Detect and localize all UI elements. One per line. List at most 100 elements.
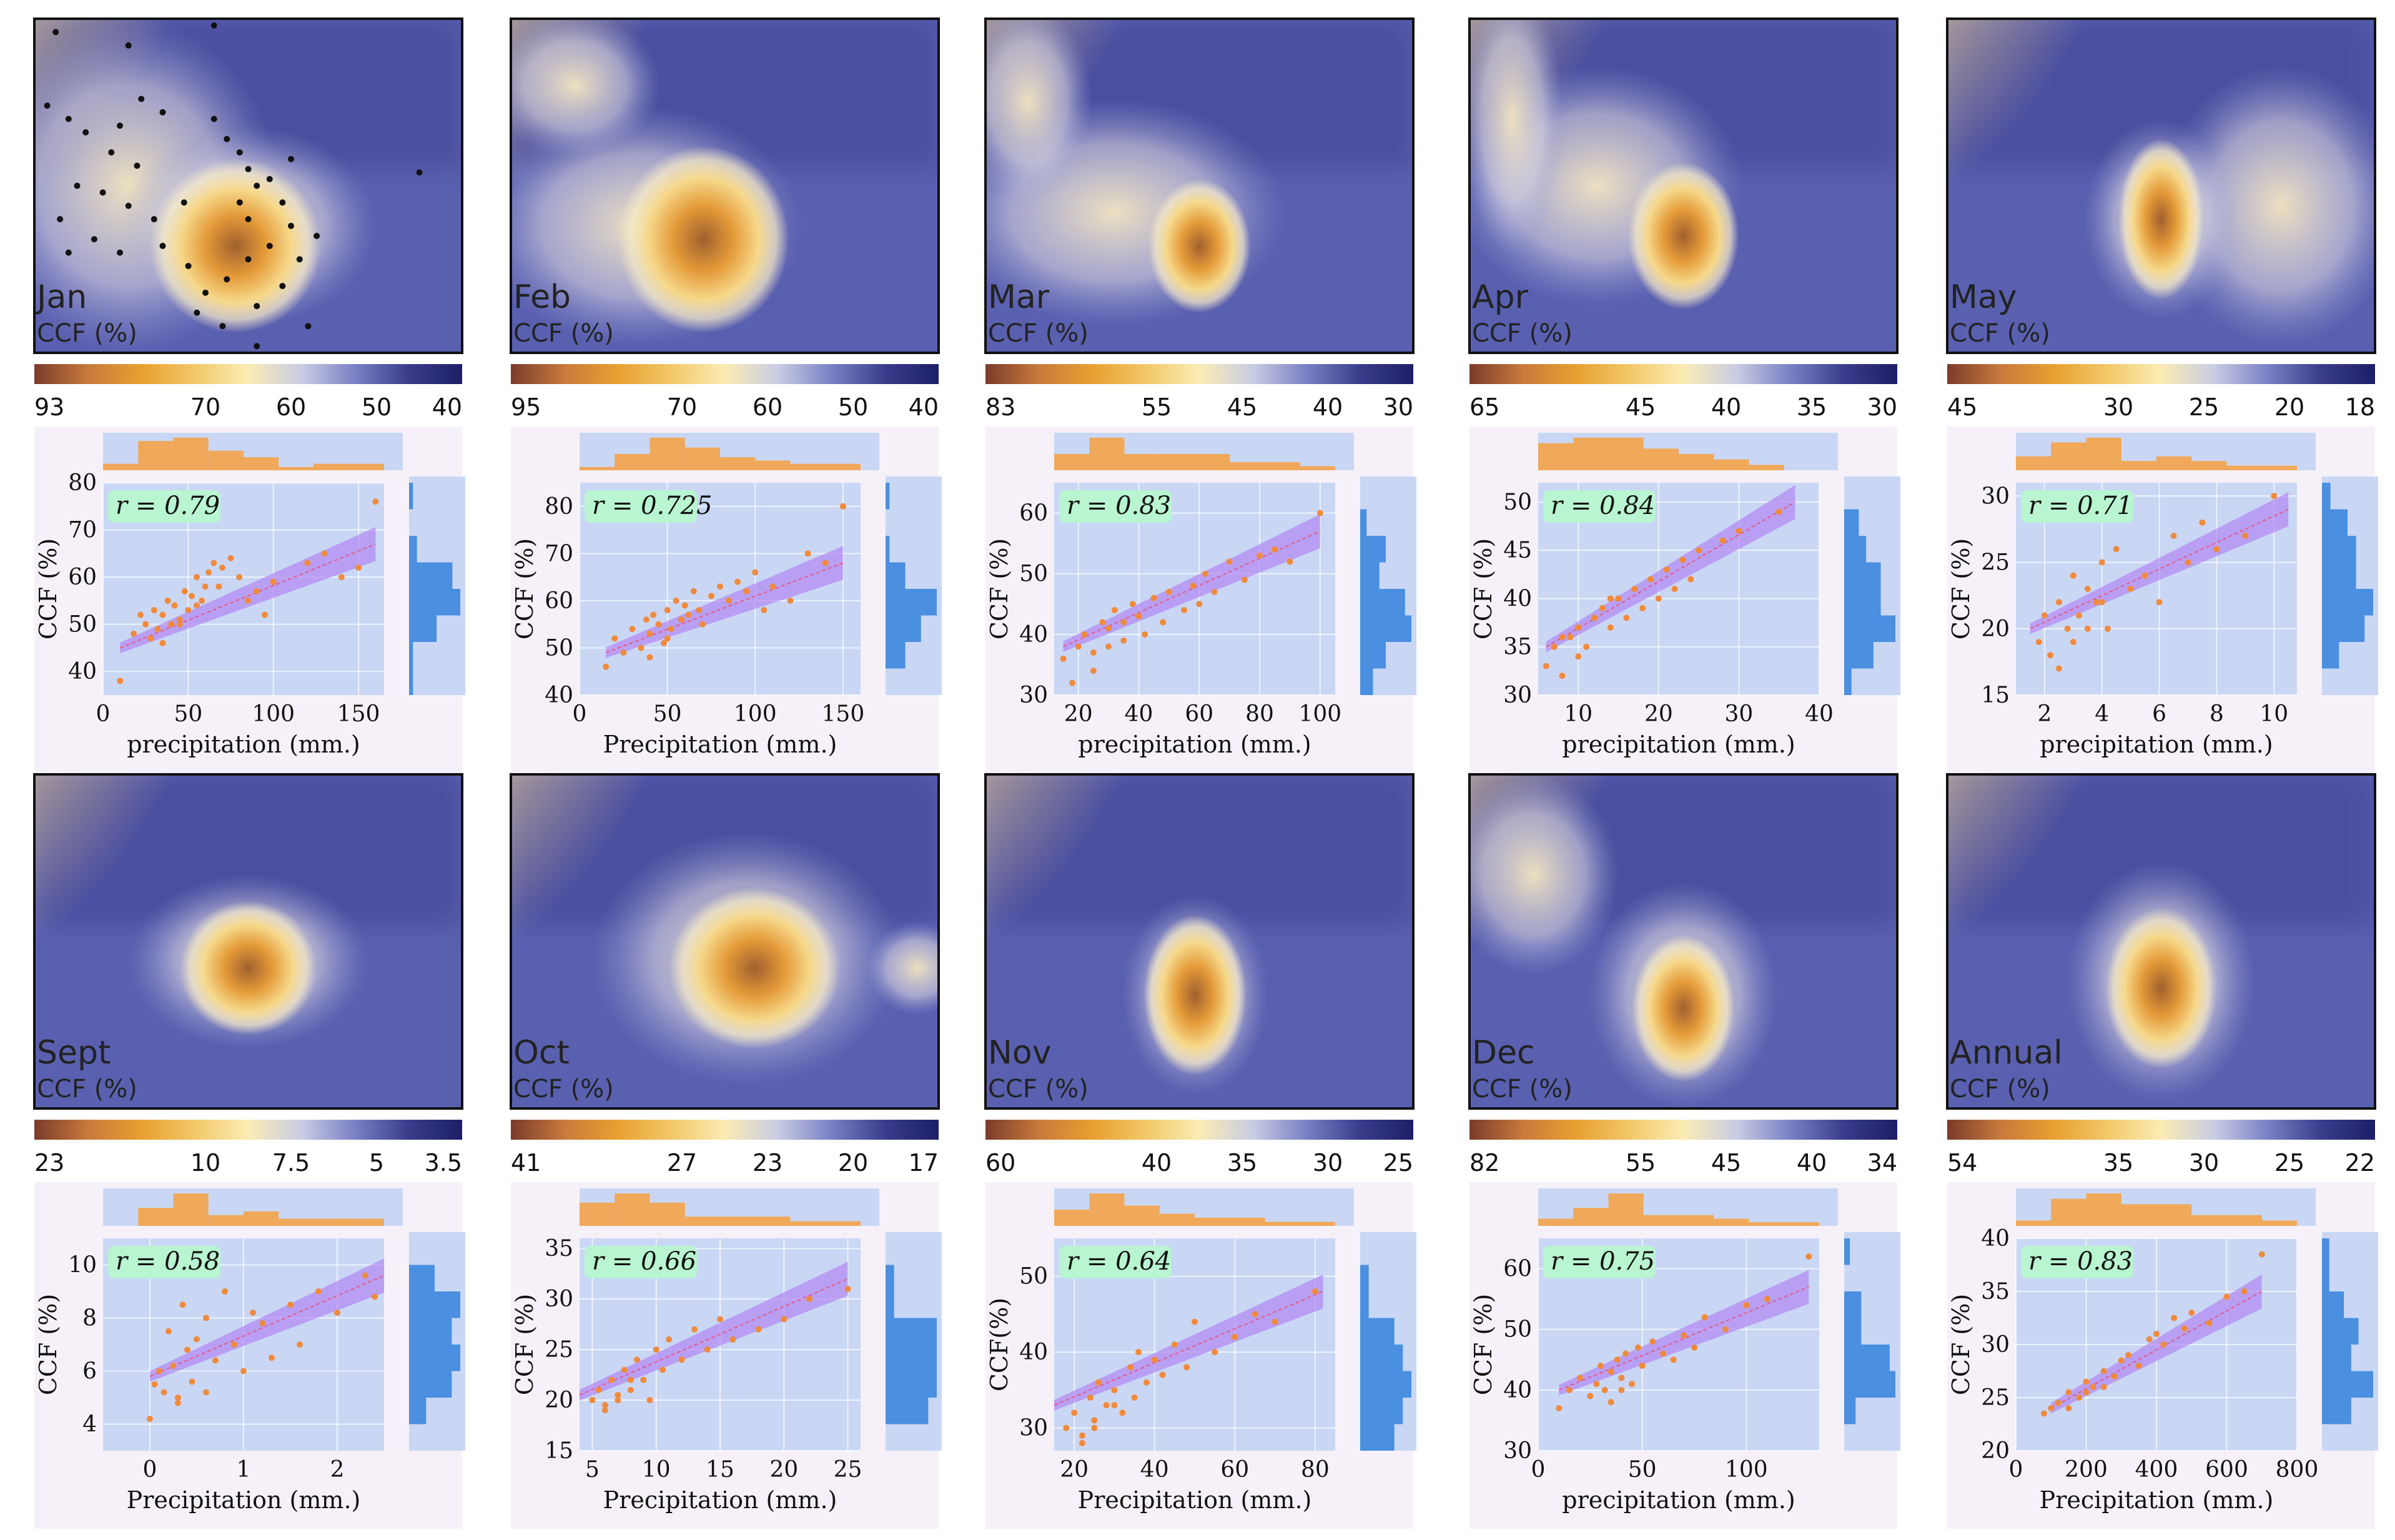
map-ccf-label: CCF (%)	[1950, 319, 2050, 348]
scatter-point	[1543, 663, 1549, 669]
y-histogram-bar	[1360, 589, 1405, 616]
y-histogram-bar	[1844, 562, 1881, 589]
x-axis-label: Precipitation (mm.)	[1078, 1486, 1312, 1514]
x-histogram-bar	[1124, 454, 1160, 470]
scatter-point	[1566, 1386, 1573, 1393]
scatter-point	[690, 588, 697, 595]
colorbar-tick-label: 20	[2274, 393, 2304, 421]
y-axis-label: CCF (%)	[34, 1294, 62, 1395]
colorbar-tick-label: 30	[2103, 393, 2133, 421]
r-value-label: r = 0.84	[1551, 491, 1655, 520]
scatter-point	[1105, 625, 1112, 632]
scatter-point	[1647, 576, 1654, 583]
station-point	[210, 22, 217, 29]
scatter-point	[154, 626, 161, 633]
scatter-point	[184, 1346, 190, 1353]
x-histogram-bar	[684, 447, 720, 470]
y-tick-label: 15	[1981, 683, 2010, 708]
colorbar-tick-label: 50	[838, 393, 868, 421]
x-histogram-bar	[1195, 1218, 1230, 1226]
colorbar-tick-label: 45	[1227, 393, 1257, 421]
scatter-point	[1679, 556, 1686, 563]
y-tick-label: 40	[1019, 622, 1048, 648]
ccf-hotspot	[179, 901, 317, 1035]
scatter-point	[743, 588, 750, 595]
y-axis-label: CCF (%)	[1469, 538, 1497, 639]
colorbar-tick-label: 27	[667, 1149, 697, 1177]
colorbar-tick-label: 82	[1469, 1149, 1499, 1177]
x-tick-label: 10	[1564, 701, 1593, 727]
scatter-point	[2118, 1357, 2125, 1364]
scatter-point	[1639, 1363, 1646, 1369]
scatter-point	[2127, 586, 2134, 592]
y-histogram-bar	[1360, 509, 1367, 536]
scatter-point	[787, 597, 794, 604]
scatter-point	[222, 1288, 228, 1295]
scatter-point	[2084, 625, 2091, 632]
scatter-point	[1631, 586, 1638, 592]
scatter-point	[170, 1363, 177, 1369]
ccf-hotspot	[1627, 162, 1739, 310]
station-point	[194, 309, 200, 316]
scatter-point	[1183, 1364, 1190, 1371]
y-histogram-bar	[1844, 1398, 1856, 1424]
scatter-point	[219, 565, 225, 571]
r-value-label: r = 0.83	[1067, 491, 1171, 520]
y-histogram-bar	[1844, 642, 1874, 669]
x-tick-label: 60	[1220, 1457, 1249, 1483]
x-tick-label: 100	[734, 701, 777, 727]
x-histogram-bar	[348, 463, 384, 470]
station-point	[134, 162, 141, 169]
scatter-point	[1190, 583, 1197, 590]
x-tick-label: 40	[1805, 701, 1834, 727]
ccf-map	[1469, 774, 1897, 1108]
x-histogram-bar	[208, 450, 244, 470]
station-point	[202, 289, 209, 296]
scatter-point	[629, 626, 636, 633]
scatter-point	[666, 1336, 673, 1343]
y-tick-label: 25	[1981, 1385, 2010, 1411]
r-value-label: r = 0.58	[116, 1247, 220, 1276]
scatter-point	[691, 1326, 698, 1333]
scatter-point	[1597, 1363, 1604, 1369]
colorbar	[1947, 1120, 2375, 1140]
x-histogram-bar	[1749, 1222, 1784, 1226]
scatter-point	[253, 588, 260, 595]
map-ccf-label: CCF (%)	[37, 319, 137, 348]
x-histogram-bar	[1679, 454, 1714, 470]
colorbar-tick-label: 23	[34, 1149, 64, 1177]
scatter-point	[2064, 625, 2071, 632]
x-histogram-bar	[1714, 1218, 1749, 1226]
y-tick-label: 60	[1019, 501, 1048, 526]
x-histogram-bar	[2156, 1204, 2192, 1226]
scatter-point	[2076, 612, 2083, 619]
scatter-point	[2100, 1384, 2107, 1390]
scatter-point	[1159, 1371, 1166, 1378]
scatter-point	[1618, 1375, 1625, 1381]
map-month-label: Dec	[1472, 1034, 1535, 1072]
scatter-point	[1119, 1409, 1126, 1416]
r-badge	[1059, 490, 1172, 523]
y-axis-label: CCF (%)	[985, 538, 1013, 639]
scatter-point	[2125, 1352, 2131, 1358]
scatter-point	[646, 630, 653, 637]
scatter-point	[1087, 1394, 1094, 1401]
scatter-point	[2070, 639, 2076, 645]
y-histogram-bar	[2322, 509, 2348, 536]
x-histogram-bar	[1195, 454, 1230, 470]
scatter-point	[620, 649, 627, 656]
x-histogram-bar	[2261, 1220, 2297, 1226]
scatter-point	[203, 1389, 209, 1396]
colorbar-tick-label: 60	[753, 393, 783, 421]
y-histogram-bar	[1844, 1238, 1850, 1265]
x-histogram-bar	[173, 438, 209, 470]
scatter-point	[1090, 649, 1097, 656]
y-tick-label: 60	[68, 565, 97, 590]
station-point	[82, 129, 89, 136]
scatter-point	[659, 1366, 666, 1373]
scatter-point	[1623, 615, 1630, 621]
scatter-point	[1663, 566, 1670, 573]
ccf-map	[511, 774, 939, 1108]
map-ccf-label: CCF (%)	[988, 319, 1089, 348]
